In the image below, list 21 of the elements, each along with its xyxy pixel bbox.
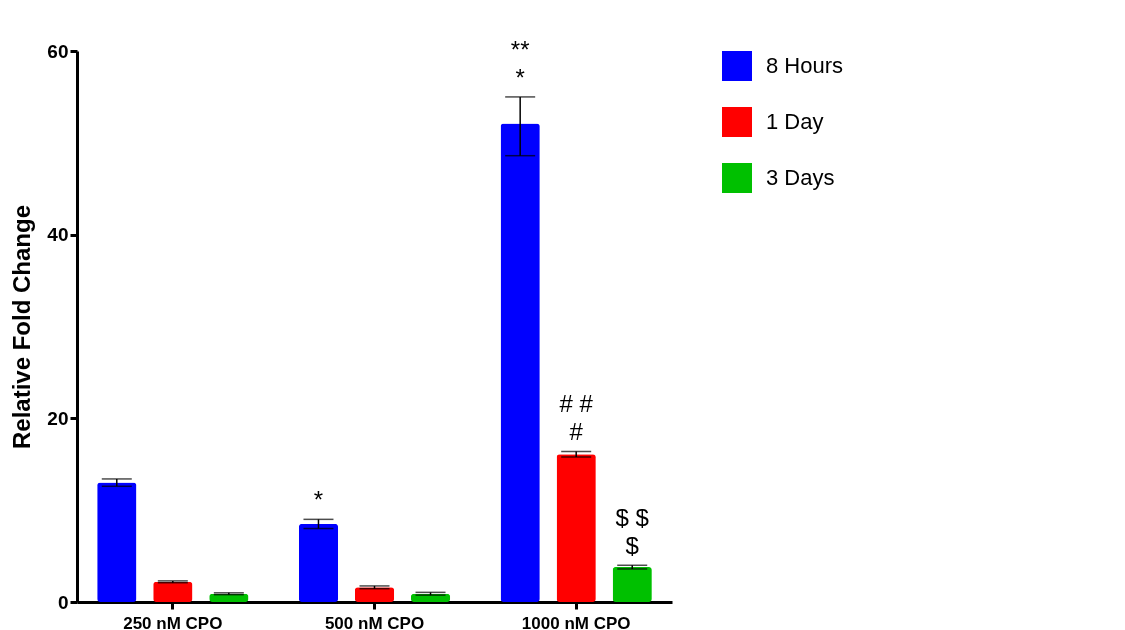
annotation: ** — [510, 35, 530, 63]
annotation: # — [569, 418, 584, 446]
annotation: # # — [559, 390, 594, 418]
y-tick-label: 0 — [57, 591, 69, 613]
y-axis-title: Relative Fold Change — [8, 204, 36, 450]
y-tick-label: 20 — [47, 407, 69, 429]
annotation: * — [515, 63, 525, 91]
x-tick-label: 250 nM CPO — [123, 613, 223, 630]
y-tick-label: 60 — [47, 40, 69, 62]
x-tick-label: 500 nM CPO — [324, 613, 425, 630]
bar — [500, 123, 540, 602]
legend-label: 1 Day — [766, 109, 824, 134]
x-tick-label: 1000 nM CPO — [521, 613, 631, 630]
annotation: * — [313, 486, 324, 514]
y-tick-label: 40 — [47, 224, 69, 246]
annotation: $ — [625, 532, 639, 560]
annotation: $ $ — [615, 504, 649, 532]
bar — [153, 581, 193, 602]
legend-label: 8 Hours — [766, 53, 844, 78]
legend-label: 3 Days — [766, 165, 835, 190]
bar — [354, 587, 395, 602]
